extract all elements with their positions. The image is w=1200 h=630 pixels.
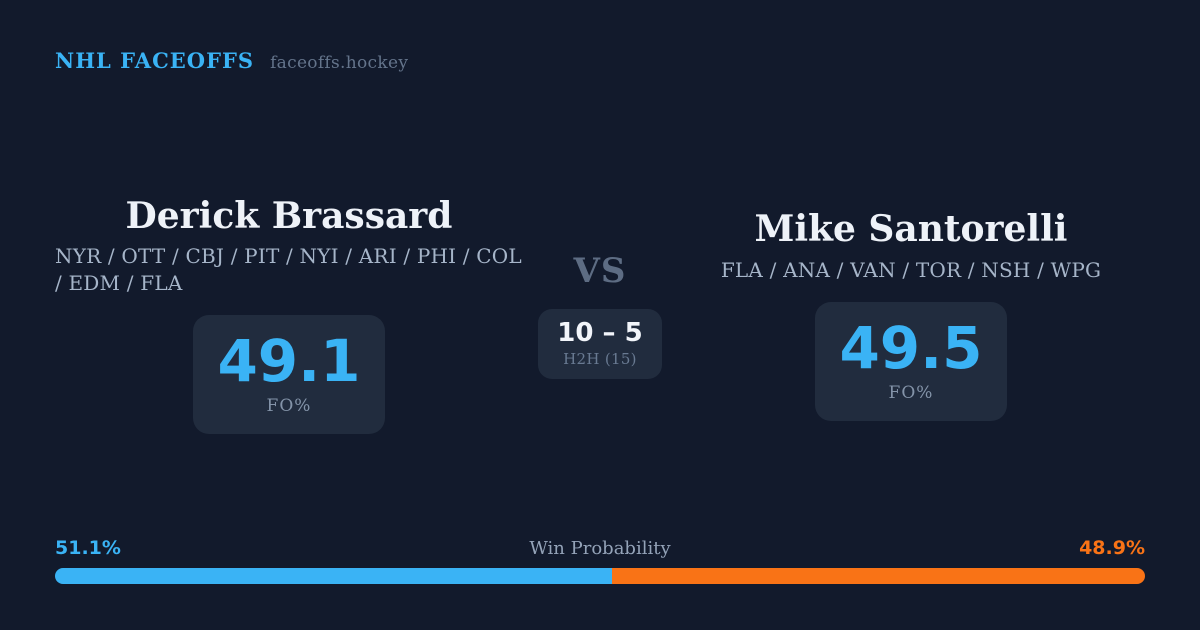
win-probability-bar (55, 568, 1145, 584)
win-probability-title: Win Probability (529, 538, 671, 559)
win-probability-left-value: 51.1% (55, 537, 121, 559)
h2h-label: H2H (15) (563, 350, 637, 369)
fo-value-right: 49.5 (839, 313, 983, 382)
player-name-right: Mike Santorelli (754, 208, 1068, 251)
header: NHL FACEOFFS faceoffs.hockey (55, 48, 408, 73)
fo-label-left: FO% (266, 396, 312, 417)
vs-label: VS (573, 250, 627, 291)
fo-statbox-left: 49.1 FO% (193, 315, 385, 435)
h2h-score: 10 – 5 (557, 317, 643, 348)
versus-column: VS 10 – 5 H2H (15) (523, 251, 677, 380)
fo-statbox-right: 49.5 FO% (815, 301, 1007, 421)
player-teams-left: NYR / OTT / CBJ / PIT / NYI / ARI / PHI … (55, 244, 522, 296)
win-probability-right-value: 48.9% (1079, 537, 1145, 559)
fo-label-right: FO% (888, 382, 934, 403)
h2h-box: 10 – 5 H2H (15) (538, 308, 662, 380)
fo-value-left: 49.1 (217, 327, 361, 396)
win-probability-section: 51.1% Win Probability 48.9% (55, 537, 1145, 584)
site-url: faceoffs.hockey (270, 53, 409, 73)
player-name-left: Derick Brassard (125, 194, 453, 237)
player-card-right: Mike Santorelli FLA / ANA / VAN / TOR / … (677, 208, 1145, 421)
win-probability-labels: 51.1% Win Probability 48.9% (55, 537, 1145, 559)
brand-title: NHL FACEOFFS (55, 48, 255, 73)
matchup-section: Derick Brassard NYR / OTT / CBJ / PIT / … (55, 105, 1145, 525)
player-card-left: Derick Brassard NYR / OTT / CBJ / PIT / … (55, 194, 523, 435)
player-teams-right: FLA / ANA / VAN / TOR / NSH / WPG (720, 257, 1102, 282)
win-bar-right-segment (611, 568, 1145, 584)
win-bar-left-segment (55, 568, 612, 584)
